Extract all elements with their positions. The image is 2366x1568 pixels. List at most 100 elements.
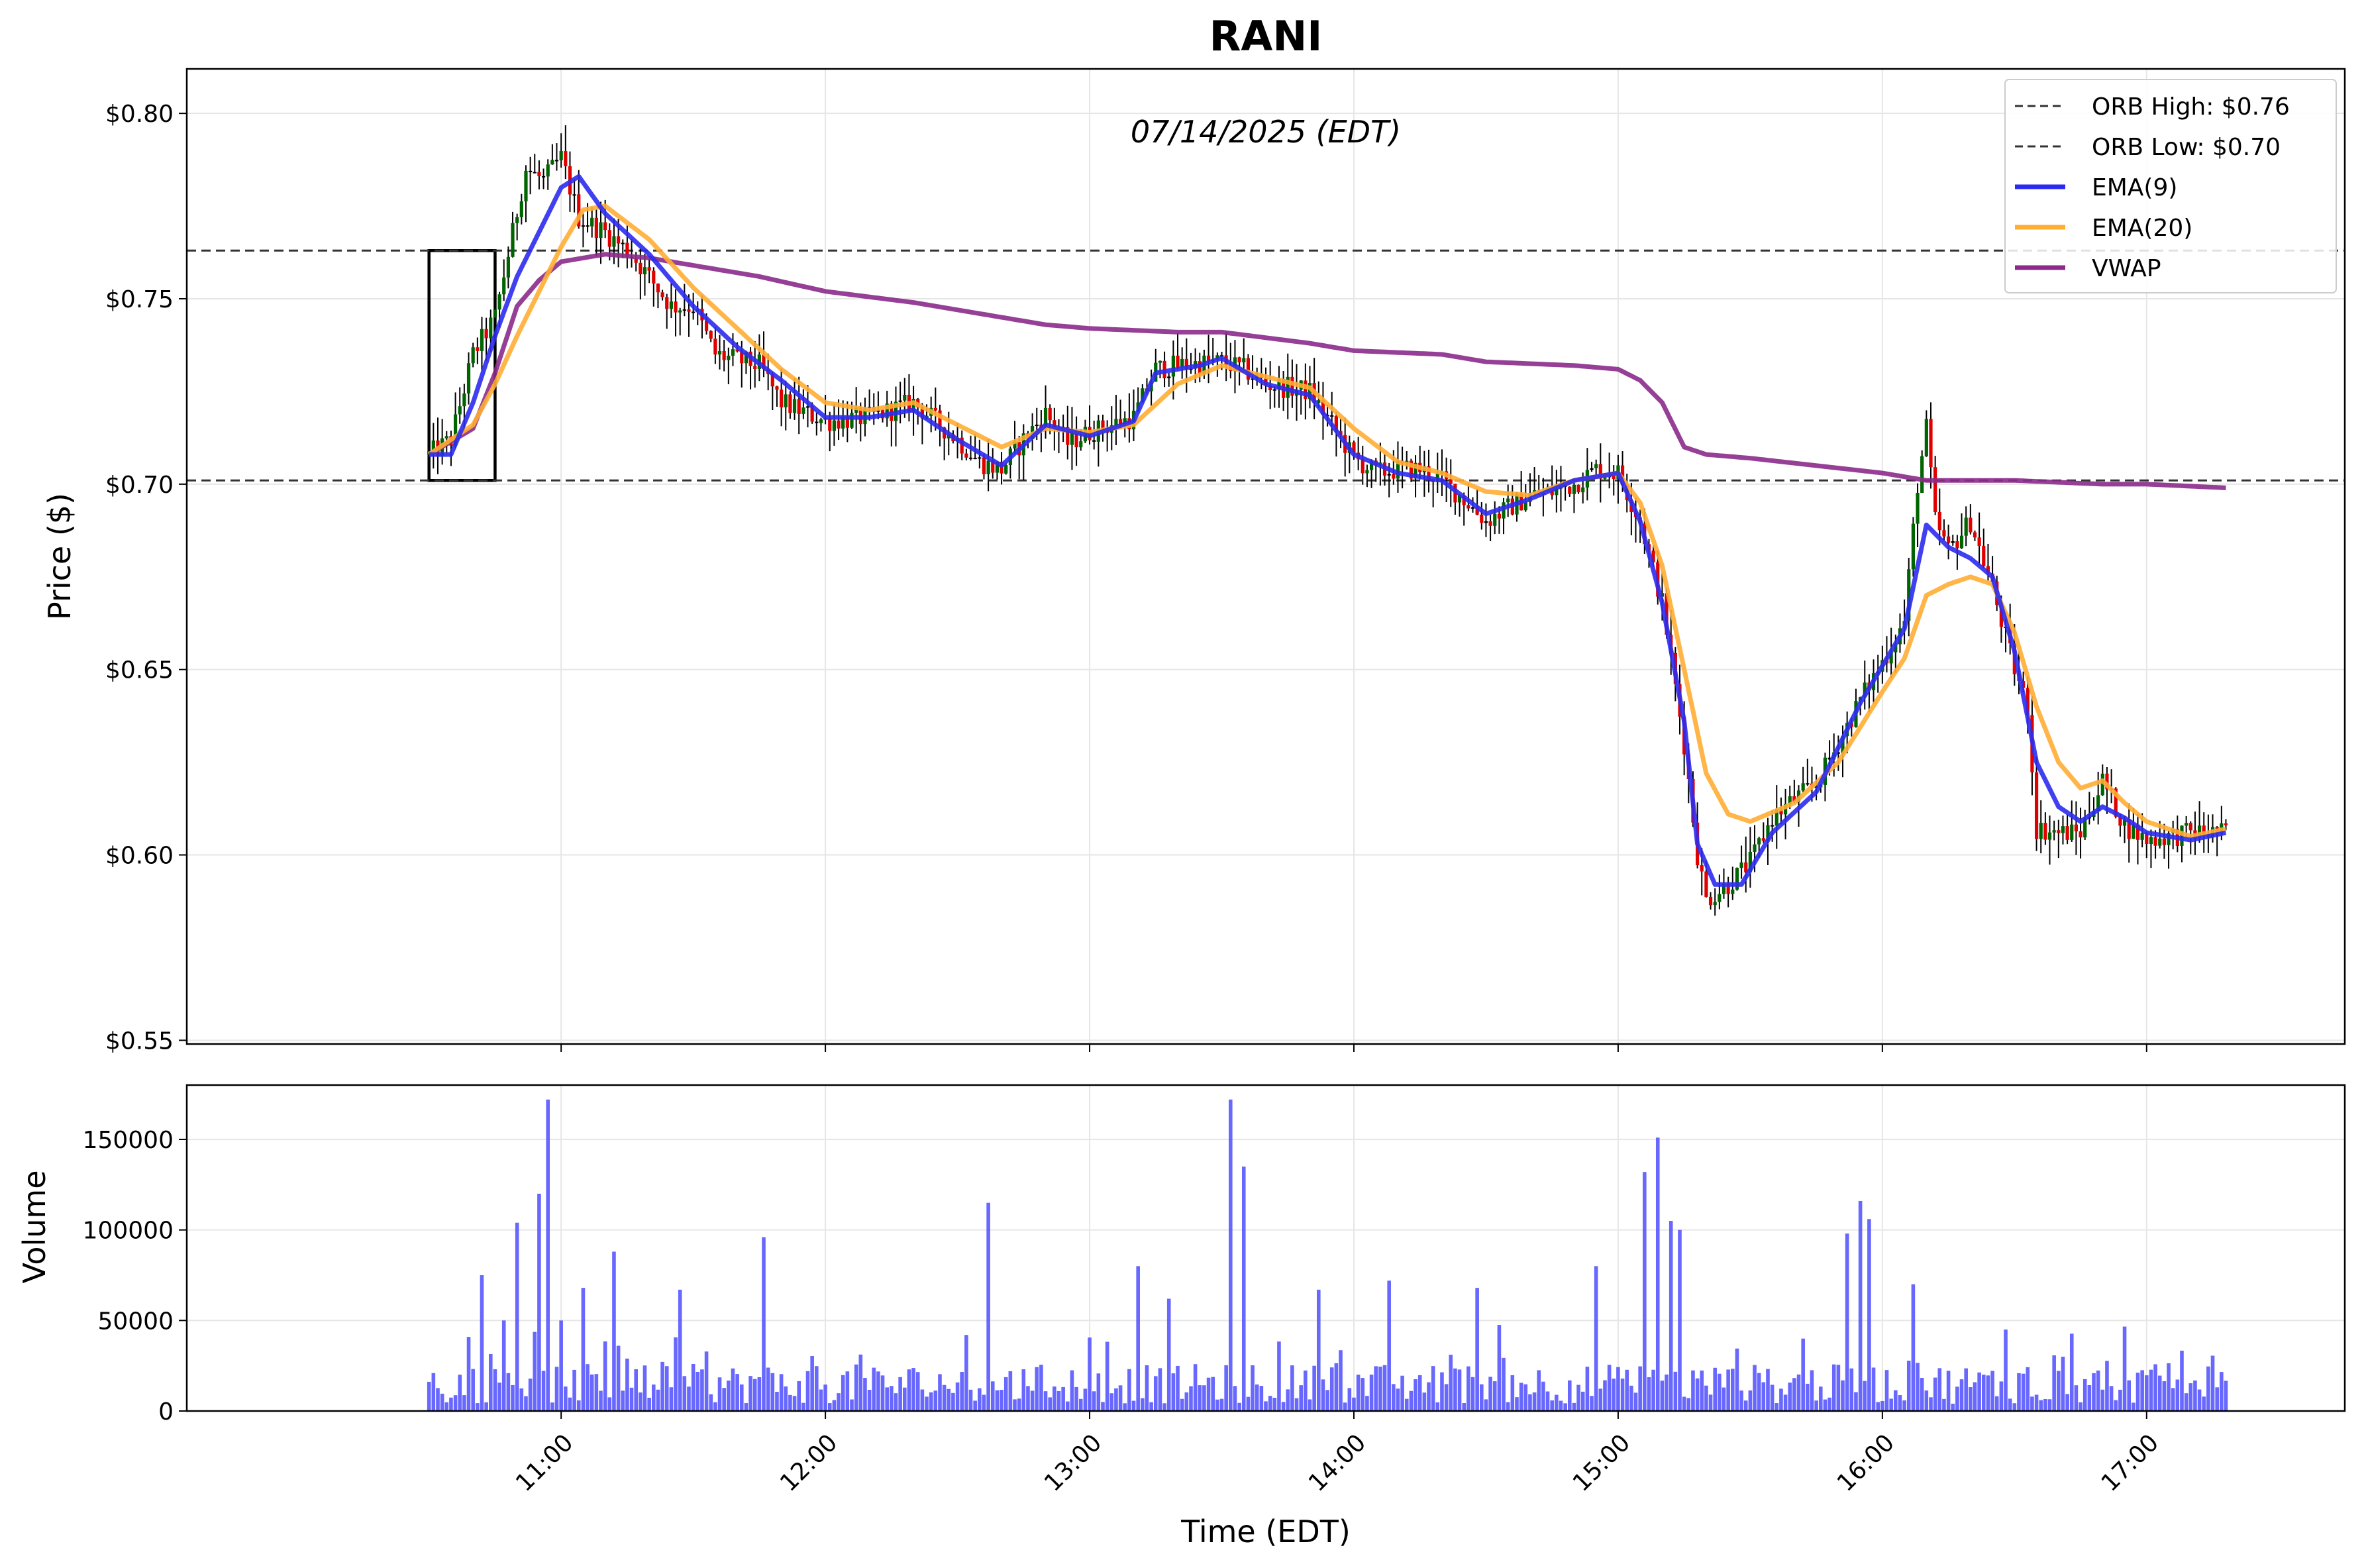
x-tick-label: 17:00 — [2096, 1429, 2164, 1496]
volume-bar — [1233, 1386, 1237, 1411]
volume-bar — [1396, 1388, 1400, 1411]
volume-bar — [2109, 1386, 2114, 1411]
volume-bar — [1964, 1368, 1968, 1411]
candle-body — [2185, 823, 2188, 826]
volume-bar — [1088, 1337, 1092, 1411]
volume-bar — [902, 1387, 907, 1411]
volume-bar — [1127, 1369, 1131, 1411]
volume-bar — [995, 1390, 1000, 1411]
volume-bar — [1620, 1379, 1625, 1411]
volume-bar — [1484, 1399, 1488, 1411]
volume-bar — [1198, 1385, 1202, 1411]
candle-body — [1066, 427, 1070, 445]
candle-body — [2202, 825, 2206, 835]
volume-bar — [810, 1355, 814, 1411]
volume-bar — [586, 1364, 590, 1411]
candle-body — [519, 201, 523, 217]
volume-bar — [1704, 1385, 1708, 1411]
volume-bar — [564, 1386, 568, 1411]
volume-bar — [1924, 1390, 1929, 1411]
candle-body — [1713, 902, 1717, 906]
volume-bar — [1215, 1399, 1219, 1411]
volume-bar — [1008, 1371, 1013, 1411]
candle-body — [2100, 773, 2104, 796]
volume-bar — [815, 1366, 819, 1411]
candle-body — [973, 458, 977, 460]
volume-bar — [1492, 1381, 1497, 1411]
volume-bar — [1739, 1390, 1743, 1411]
volume-bar — [493, 1369, 497, 1411]
x-tick-label: 11:00 — [511, 1429, 578, 1496]
candle-body — [1365, 470, 1369, 474]
x-tick-label: 12:00 — [775, 1429, 843, 1496]
candle-body — [476, 347, 480, 351]
volume-bar — [1629, 1385, 1633, 1411]
volume-bar — [1863, 1381, 1867, 1411]
volume-bar — [757, 1377, 762, 1411]
volume-y-axis: 0 50000 100000 150000 — [83, 1127, 187, 1426]
volume-bar — [925, 1396, 929, 1411]
volume-bar — [2074, 1385, 2079, 1411]
price-grid — [187, 69, 2345, 1044]
volume-panel-frame — [185, 1084, 2346, 1412]
candle-body — [1409, 460, 1414, 479]
volume-bar — [964, 1335, 968, 1411]
volume-bar — [2105, 1361, 2109, 1411]
candle-body — [1237, 357, 1241, 362]
volume-bar — [449, 1397, 453, 1411]
candle-body — [735, 349, 739, 352]
volume-bar — [537, 1194, 541, 1411]
candle-body — [1894, 644, 1898, 653]
volume-bar — [2220, 1372, 2224, 1411]
volume-bar — [1559, 1400, 1563, 1411]
candle-body — [2096, 795, 2100, 811]
candle-body — [1392, 474, 1396, 479]
volume-bar — [827, 1403, 832, 1411]
volume-bar — [1612, 1379, 1616, 1411]
candle-body — [559, 151, 563, 161]
candle-body — [1466, 505, 1470, 509]
volume-bar — [885, 1387, 889, 1411]
volume-bar — [1951, 1403, 1955, 1411]
volume-bar — [1219, 1398, 1224, 1411]
candle-body — [837, 420, 841, 429]
candle-body — [1704, 871, 1708, 897]
candle-body — [780, 390, 784, 407]
volume-bar — [968, 1389, 973, 1411]
legend: ORB High: $0.76 ORB Low: $0.70 EMA(9) EMA(2… — [2004, 79, 2337, 293]
indicator-lines — [427, 174, 2227, 887]
volume-bar — [1818, 1386, 1823, 1411]
candle-body — [1920, 456, 1924, 493]
candle-body — [466, 363, 471, 393]
volume-bar — [982, 1394, 986, 1411]
volume-bar — [1392, 1384, 1396, 1411]
candle-body — [938, 410, 942, 428]
volume-bar — [2047, 1399, 2052, 1411]
volume-y-tick-label: 50000 — [97, 1308, 174, 1335]
volume-bar — [1796, 1374, 1801, 1411]
candle-body — [2145, 833, 2149, 845]
volume-bar — [533, 1332, 537, 1411]
candle-body — [1092, 440, 1096, 442]
volume-bar — [2140, 1370, 2144, 1411]
volume-bar — [2021, 1373, 2026, 1411]
candle-body — [1576, 484, 1580, 493]
volume-bar — [2215, 1387, 2219, 1411]
candle-body — [770, 374, 774, 387]
candle-body — [1766, 825, 1770, 841]
volume-bar — [1753, 1365, 1757, 1411]
volume-bar — [471, 1369, 475, 1411]
candle-body — [1748, 851, 1752, 872]
volume-bar — [2008, 1398, 2012, 1411]
volume-bar — [837, 1393, 841, 1411]
volume-y-label: Volume — [17, 1170, 52, 1283]
volume-bar — [2012, 1403, 2017, 1411]
price-y-tick-label: $0.80 — [105, 101, 174, 128]
volume-bar — [691, 1363, 695, 1411]
volume-bar — [915, 1372, 920, 1411]
volume-bar — [709, 1394, 713, 1411]
volume-bar — [1541, 1381, 1545, 1411]
x-tick-label: 15:00 — [1568, 1429, 1635, 1496]
volume-bar — [1700, 1370, 1704, 1411]
candle-body — [1836, 752, 1840, 754]
